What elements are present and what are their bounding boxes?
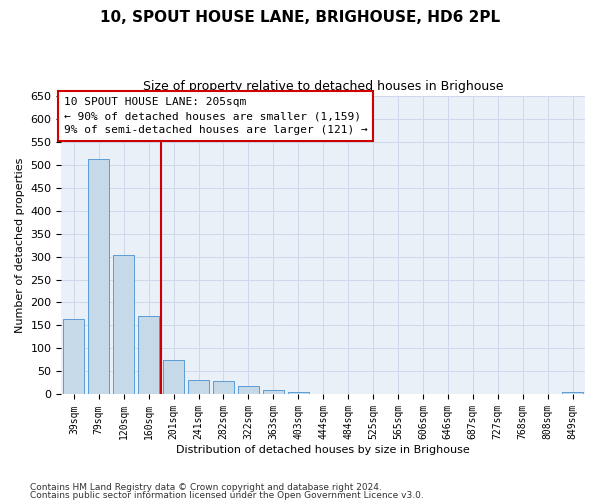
Bar [88,159,109,394]
Text: 10, SPOUT HOUSE LANE, BRIGHOUSE, HD6 2PL: 10, SPOUT HOUSE LANE, BRIGHOUSE, HD6 2PL [100,10,500,25]
Bar [138,316,159,394]
Bar [63,318,85,394]
Bar [113,254,134,394]
Bar [213,380,234,394]
Bar [263,390,284,394]
Bar [188,380,209,394]
Bar [562,392,583,394]
Bar [163,360,184,394]
Text: Contains HM Land Registry data © Crown copyright and database right 2024.: Contains HM Land Registry data © Crown c… [30,484,382,492]
Title: Size of property relative to detached houses in Brighouse: Size of property relative to detached ho… [143,80,503,93]
Text: 10 SPOUT HOUSE LANE: 205sqm
← 90% of detached houses are smaller (1,159)
9% of s: 10 SPOUT HOUSE LANE: 205sqm ← 90% of det… [64,97,368,135]
Text: Contains public sector information licensed under the Open Government Licence v3: Contains public sector information licen… [30,490,424,500]
Bar [287,392,309,394]
X-axis label: Distribution of detached houses by size in Brighouse: Distribution of detached houses by size … [176,445,470,455]
Y-axis label: Number of detached properties: Number of detached properties [15,158,25,332]
Bar [238,386,259,394]
